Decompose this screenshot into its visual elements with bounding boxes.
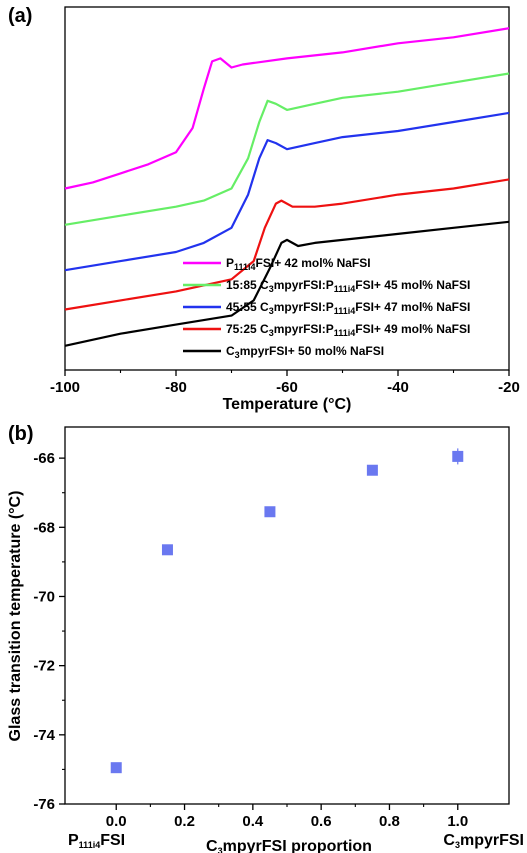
panel-b-label: (b)	[8, 423, 34, 445]
curve-2	[64, 72, 510, 226]
legend-entry-4: 75:25 C3mpyrFSI:P111i4FSI+ 49 mol% NaFSI	[226, 322, 470, 338]
curve-5	[64, 220, 510, 347]
panel-b-y-axis-title: Glass transition temperature (°C)	[7, 491, 24, 742]
y-tick-label: -76	[33, 796, 55, 813]
legend-entry-1: P111i4FSI+ 42 mol% NaFSI	[226, 256, 371, 272]
legend-entry-2: 15:85 C3mpyrFSI:P111i4FSI+ 45 mol% NaFSI	[226, 278, 470, 294]
y-tick-label: -68	[33, 519, 55, 536]
x-tick-label: 0.4	[242, 813, 264, 830]
x-tick-label: -80	[165, 379, 187, 396]
curve-1	[64, 27, 510, 190]
x-tick-label: -100	[50, 379, 80, 396]
curve-3	[64, 111, 510, 272]
y-tick-label: -72	[33, 658, 55, 675]
panel-a-series-group	[64, 27, 510, 347]
panel-a-dsc-curves: (a) -100 -80 -60 -40 -20 Temperature (°C) P1…	[8, 5, 520, 413]
x-tick-label: 1.0	[447, 813, 468, 830]
panel-b-x-axis-title: C3mpyrFSI proportion	[206, 838, 372, 853]
x-tick-label: -40	[387, 379, 409, 396]
panel-a-plot-frame	[64, 6, 510, 371]
y-tick-label: -66	[33, 450, 55, 467]
x-tick-label: 0.2	[174, 813, 195, 830]
panel-b-data-points	[110, 448, 464, 774]
panel-a-x-axis-title: Temperature (°C)	[223, 396, 352, 413]
panel-b-x-axis: 0.0 0.2 0.4 0.6 0.8 1.0	[106, 804, 468, 830]
y-tick-label: -70	[33, 588, 55, 605]
panel-b-plot-frame	[64, 426, 510, 805]
x-tick-label: -20	[498, 379, 520, 396]
panel-a-legend: P111i4FSI+ 42 mol% NaFSI 15:85 C3mpyrFSI:…	[183, 256, 470, 360]
x-end-label-right: C3mpyrFSI	[443, 832, 524, 850]
x-tick-label: 0.6	[311, 813, 332, 830]
x-tick-label: 0.8	[379, 813, 400, 830]
panel-b-end-labels: P111i4FSI C3mpyrFSI	[68, 832, 524, 850]
data-point-3	[264, 506, 276, 518]
data-point-4	[366, 464, 378, 476]
y-tick-label: -74	[33, 727, 55, 744]
x-tick-label: -60	[276, 379, 298, 396]
legend-entry-3: 45:55 C3mpyrFSI:P111i4FSI+ 47 mol% NaFSI	[226, 300, 470, 316]
x-tick-label: 0.0	[106, 813, 127, 830]
panel-b-glass-transition: (b) -76 -74 -72 -70 -68 -66 0.0 0.2 0.4 0.6 0.8 1.…	[7, 423, 524, 853]
panel-a-label: (a)	[8, 5, 32, 27]
x-end-label-left: P111i4FSI	[68, 832, 125, 850]
data-point-5	[452, 450, 464, 462]
x-axis-title-text: C3mpyrFSI proportion	[206, 838, 372, 853]
legend-entry-5: C3mpyrFSI+ 50 mol% NaFSI	[226, 344, 384, 360]
data-point-2	[161, 544, 173, 556]
data-point-1	[110, 762, 122, 774]
panel-b-y-axis: -76 -74 -72 -70 -68 -66	[33, 450, 65, 813]
curve-4	[64, 178, 510, 311]
panel-a-x-axis: -100 -80 -60 -40 -20	[50, 370, 520, 396]
